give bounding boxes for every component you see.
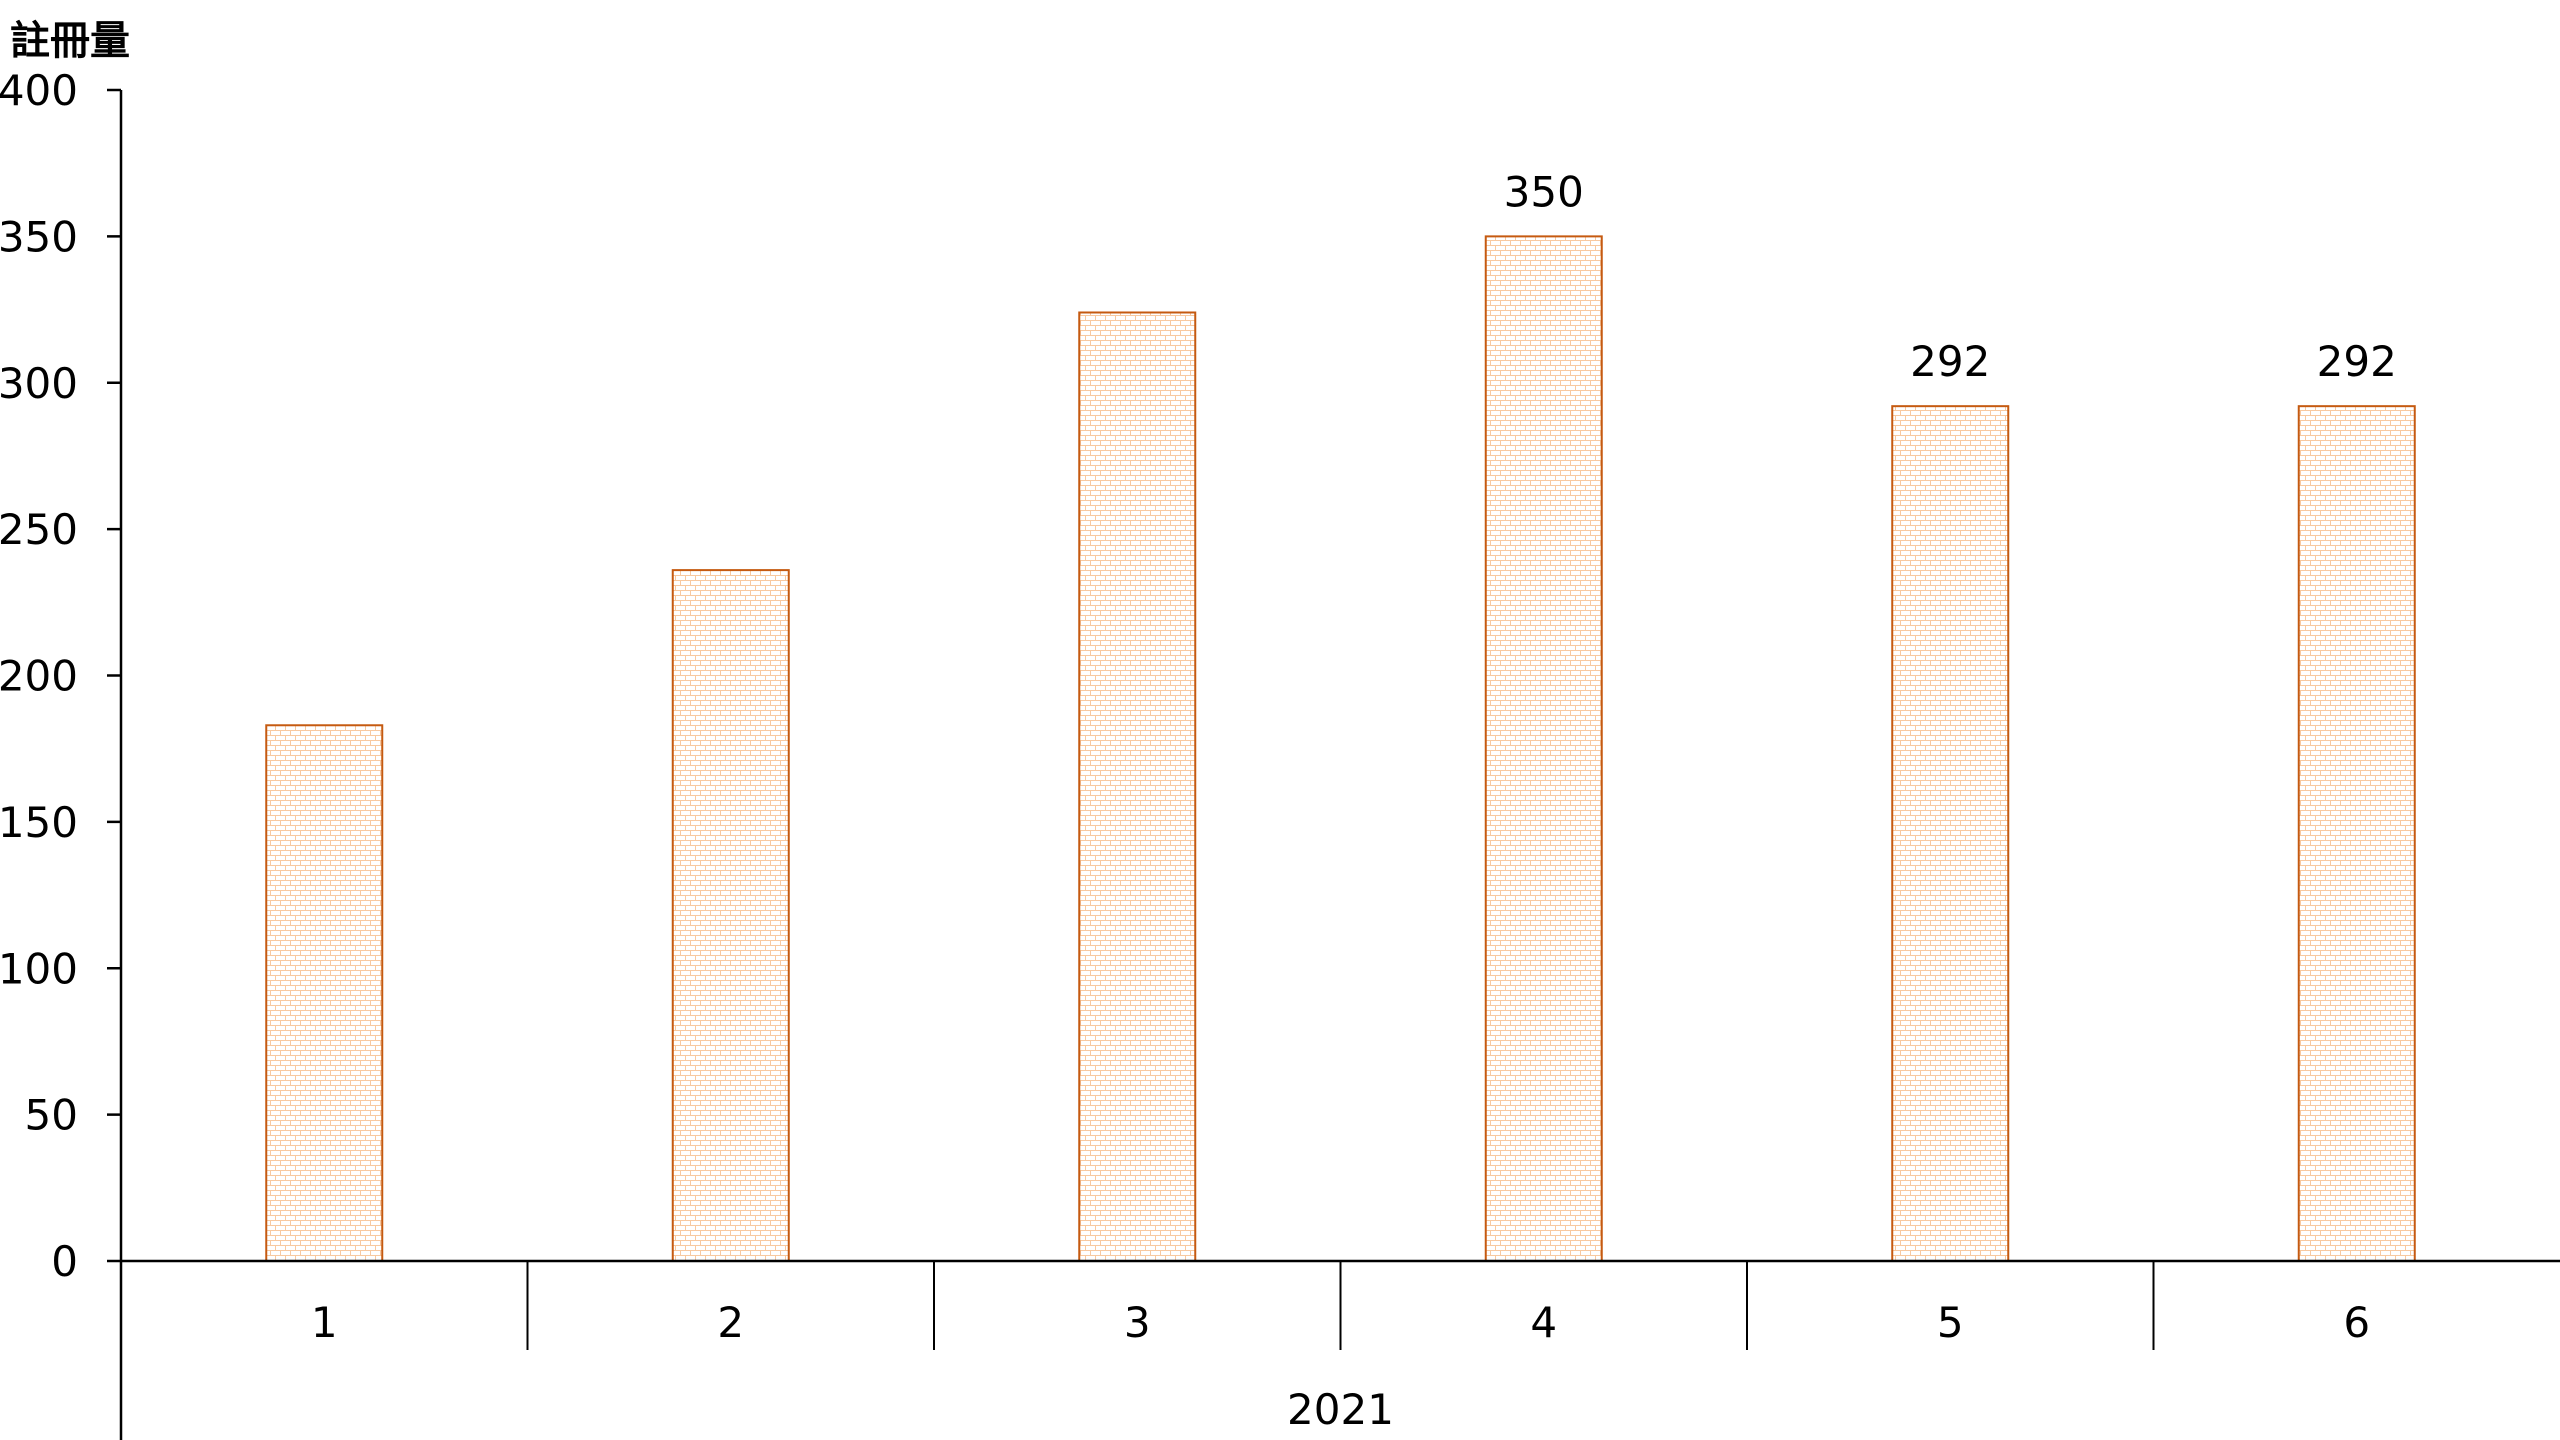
y-tick-label: 350 xyxy=(0,212,78,261)
x-tick-label: 1 xyxy=(311,1298,338,1347)
y-tick-label: 150 xyxy=(0,798,78,847)
x-tick-label: 2 xyxy=(717,1298,744,1347)
x-tick-label: 3 xyxy=(1124,1298,1151,1347)
bar-6 xyxy=(2297,405,2416,1263)
x-group-label: 2021 xyxy=(1287,1385,1394,1434)
data-label: 350 xyxy=(1504,167,1584,216)
y-axis-title: 註冊量 xyxy=(10,18,130,64)
y-tick-label: 400 xyxy=(0,66,78,115)
data-label: 292 xyxy=(1910,337,1990,386)
bar-1 xyxy=(265,724,384,1262)
x-tick-label: 6 xyxy=(2343,1298,2370,1347)
y-tick-label: 300 xyxy=(0,359,78,408)
bar-3 xyxy=(1078,311,1197,1262)
y-tick-label: 200 xyxy=(0,652,78,701)
y-tick-label: 250 xyxy=(0,505,78,554)
y-tick-label: 0 xyxy=(51,1237,78,1286)
x-tick-label: 4 xyxy=(1530,1298,1557,1347)
y-tick-label: 100 xyxy=(0,944,78,993)
bar-2 xyxy=(671,569,790,1262)
x-tick-label: 5 xyxy=(1937,1298,1964,1347)
data-label: 292 xyxy=(2317,337,2397,386)
y-tick-label: 50 xyxy=(25,1091,78,1140)
bar-5 xyxy=(1891,405,2010,1263)
bar-4 xyxy=(1484,235,1603,1262)
